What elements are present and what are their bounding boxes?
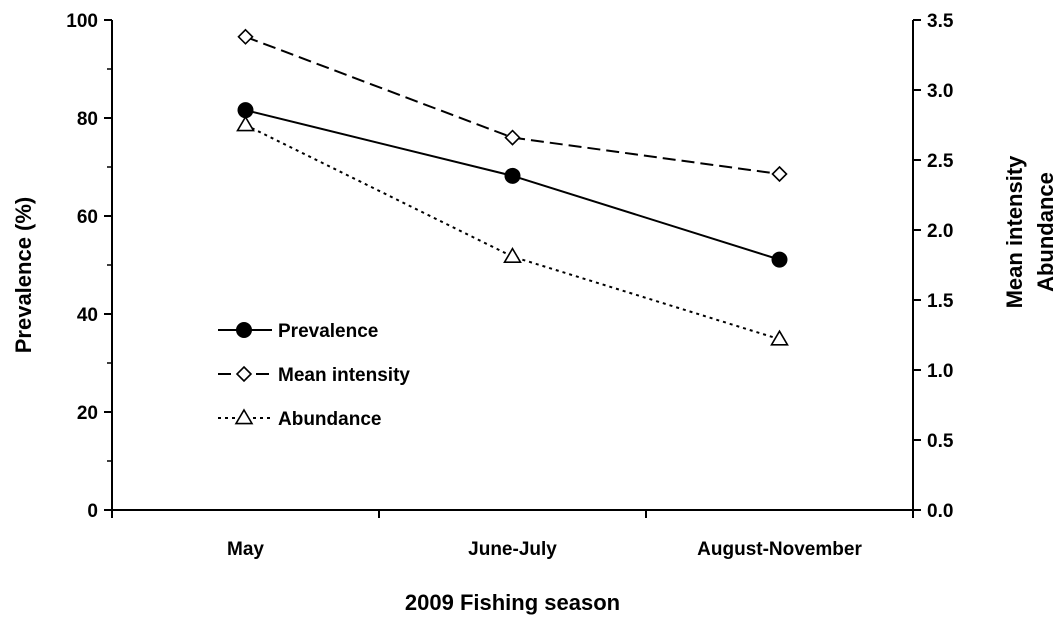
chart-axes: 0 20 40 60 80 100 0.0 0.5 1.0 1.5 2.0 2.5 3.0 3.5 May J…: [66, 11, 954, 560]
legend-marker-abundance: [234, 408, 254, 425]
y-right-tick-label: 2.0: [927, 221, 953, 242]
y-left-tick-label: 20: [77, 403, 98, 424]
y-left-tick-label: 0: [87, 501, 98, 522]
legend-label-prevalence: Prevalence: [278, 321, 378, 342]
data-point-mean-intensity: [504, 129, 521, 146]
data-point-mean-intensity: [771, 165, 788, 183]
y-right-tick-label: 0.0: [927, 501, 953, 522]
y-right-tick-label: 3.0: [927, 81, 953, 102]
y-right-tick-label: 2.5: [927, 151, 954, 172]
y-axis-right-title: Mean intensity: [1002, 155, 1027, 309]
y-axis-right-title: Abundance: [1033, 172, 1058, 292]
data-point-abundance: [503, 247, 522, 264]
series-line-abundance: [245, 124, 780, 341]
chart-series: [236, 28, 789, 346]
legend-label-mean-intensity: Mean intensity: [278, 365, 410, 386]
legend-marker-prevalence: [236, 322, 252, 338]
y-right-tick-label: 1.0: [927, 361, 953, 382]
legend-label-abundance: Abundance: [278, 409, 381, 430]
x-axis-title: 2009 Fishing season: [405, 590, 620, 615]
y-right-tick-label: 1.5: [927, 291, 954, 312]
x-category-label: August-November: [697, 539, 862, 560]
y-right-tick-label: 3.5: [927, 11, 954, 32]
series-line-mean-intensity: [245, 35, 780, 175]
chart-titles: 2009 Fishing season Prevalence (%) Mean in…: [11, 155, 1058, 615]
x-category-label: June-July: [468, 539, 557, 560]
data-point-prevalence: [237, 102, 254, 119]
y-left-tick-label: 40: [77, 305, 98, 326]
data-point-prevalence: [504, 167, 521, 184]
y-left-tick-label: 100: [66, 11, 98, 32]
y-left-tick-label: 60: [77, 207, 98, 228]
legend-marker-mean-intensity: [235, 365, 253, 383]
data-point-abundance: [770, 329, 789, 346]
data-point-abundance: [236, 115, 255, 132]
y-axis-left-title: Prevalence (%): [11, 197, 36, 354]
data-point-prevalence: [771, 251, 788, 268]
y-left-tick-label: 80: [77, 109, 98, 130]
y-right-tick-label: 0.5: [927, 431, 954, 452]
chart-legend: Prevalence Mean intensity Abundance: [218, 321, 410, 430]
data-point-mean-intensity: [237, 28, 254, 45]
x-category-label: May: [227, 539, 264, 560]
